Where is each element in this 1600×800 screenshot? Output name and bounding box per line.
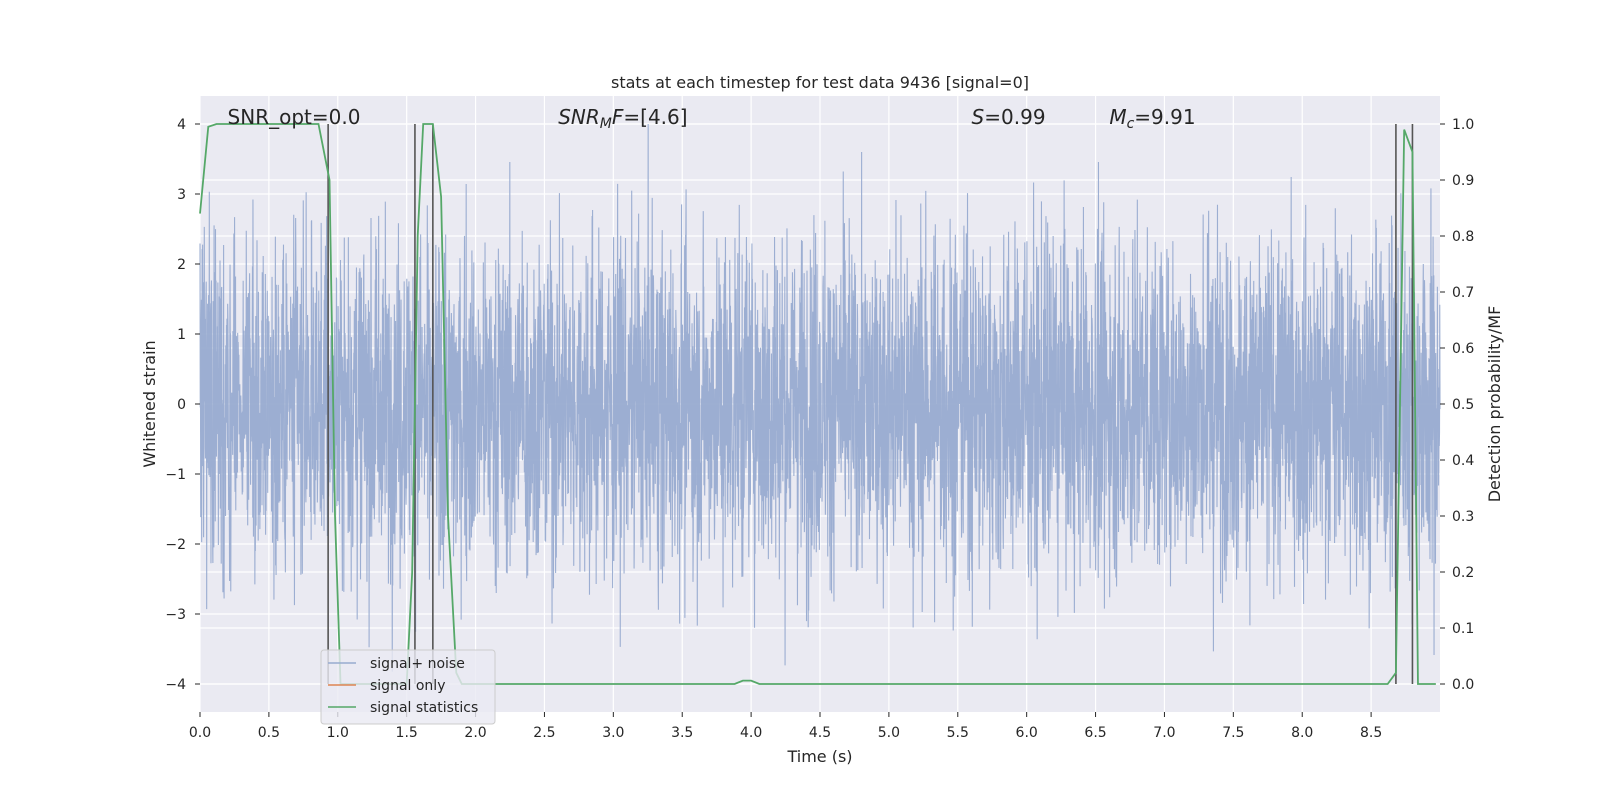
x-tick-label-11: 5.5 bbox=[947, 725, 969, 741]
x-tick-label-6: 3.0 bbox=[602, 725, 624, 741]
legend-box bbox=[320, 649, 496, 725]
y-axis-label: Whitened strain bbox=[140, 340, 159, 467]
x-tick-label-17: 8.5 bbox=[1360, 725, 1382, 741]
y2-tick-label-0: 0.0 bbox=[1452, 677, 1474, 693]
y2-tick-label-8: 0.8 bbox=[1452, 229, 1474, 245]
y2-tick-label-5: 0.5 bbox=[1452, 397, 1474, 413]
y-axis-right-label: Detection probability/MF bbox=[1485, 306, 1504, 503]
x-tick-label-1: 0.5 bbox=[258, 725, 280, 741]
x-tick-label-14: 7.0 bbox=[1153, 725, 1175, 741]
y-tick-label-3: −1 bbox=[165, 467, 186, 483]
y-tick-label-4: 0 bbox=[177, 397, 186, 413]
x-tick-label-3: 1.5 bbox=[396, 725, 418, 741]
y-axis-right: 0.0 0.1 0.2 0.3 0.4 0.5 0.6 0.7 0.8 0.9 1.0 bbox=[1440, 117, 1474, 693]
y-tick-label-7: 3 bbox=[177, 187, 186, 203]
y2-tick-label-10: 1.0 bbox=[1452, 117, 1474, 133]
y2-tick-label-6: 0.6 bbox=[1452, 341, 1474, 357]
y-tick-label-1: −3 bbox=[165, 607, 186, 623]
x-tick-label-12: 6.0 bbox=[1016, 725, 1038, 741]
annotation-2: S=0.99 bbox=[972, 105, 1046, 129]
chart-title: stats at each timestep for test data 943… bbox=[611, 73, 1029, 92]
annotations: SNR_opt=0.0 SNRMF=[4.6] S=0.99 Mc=9.91 bbox=[228, 105, 1196, 132]
y-tick-label-2: −2 bbox=[165, 537, 186, 553]
x-axis: 0.0 0.5 1.0 1.5 2.0 2.5 3.0 3.5 4.0 4.5 5.0 5.5 6.0 6… bbox=[189, 712, 1382, 741]
y2-tick-label-7: 0.7 bbox=[1452, 285, 1474, 301]
x-tick-label-7: 3.5 bbox=[671, 725, 693, 741]
signal-noise-line bbox=[199, 123, 1441, 672]
series-signal-statistics bbox=[199, 123, 1436, 685]
series-signal-noise bbox=[199, 123, 1441, 672]
x-tick-label-13: 6.5 bbox=[1084, 725, 1106, 741]
x-tick-label-15: 7.5 bbox=[1222, 725, 1244, 741]
y-tick-label-6: 2 bbox=[177, 257, 186, 273]
x-axis-label: Time (s) bbox=[786, 747, 852, 766]
x-tick-label-4: 2.0 bbox=[464, 725, 486, 741]
legend-label-signal-statistics: signal statistics bbox=[370, 700, 478, 716]
legend-label-signal-noise: signal+ noise bbox=[370, 656, 465, 672]
annotation-1: SNRMF=[4.6] bbox=[558, 105, 687, 132]
annotation-3: Mc=9.91 bbox=[1109, 105, 1195, 132]
x-tick-label-9: 4.5 bbox=[809, 725, 831, 741]
y2-tick-label-4: 0.4 bbox=[1452, 453, 1474, 469]
x-tick-label-8: 4.0 bbox=[740, 725, 762, 741]
x-tick-label-16: 8.0 bbox=[1291, 725, 1313, 741]
y-tick-label-5: 1 bbox=[177, 327, 186, 343]
legend: signal+ noise signal only signal statist… bbox=[320, 649, 496, 725]
signal-statistics-line bbox=[199, 123, 1436, 685]
y2-tick-label-9: 0.9 bbox=[1452, 173, 1474, 189]
y-tick-label-8: 4 bbox=[177, 117, 186, 133]
y2-tick-label-1: 0.1 bbox=[1452, 621, 1474, 637]
y-axis-left: −4 −3 −2 −1 0 1 2 3 4 bbox=[165, 117, 200, 693]
y2-tick-label-2: 0.2 bbox=[1452, 565, 1474, 581]
legend-label-signal-only: signal only bbox=[370, 678, 445, 694]
y2-tick-label-3: 0.3 bbox=[1452, 509, 1474, 525]
annotation-0: SNR_opt=0.0 bbox=[228, 105, 361, 129]
x-tick-label-0: 0.0 bbox=[189, 725, 211, 741]
x-tick-label-2: 1.0 bbox=[327, 725, 349, 741]
x-tick-label-10: 5.0 bbox=[878, 725, 900, 741]
y-tick-label-0: −4 bbox=[165, 677, 186, 693]
x-tick-label-5: 2.5 bbox=[533, 725, 555, 741]
